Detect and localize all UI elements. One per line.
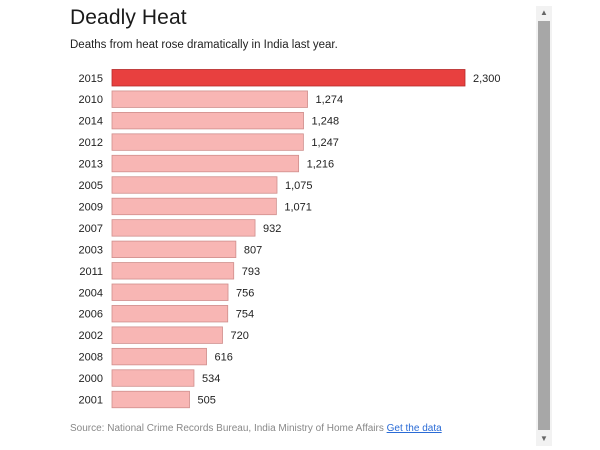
category-label: 2005 xyxy=(79,180,103,192)
bar-2000 xyxy=(111,369,195,387)
bar-2003 xyxy=(111,240,237,259)
bar-2015 xyxy=(111,69,466,87)
vertical-scrollbar[interactable]: ▲ ▼ xyxy=(536,6,552,446)
category-label: 2006 xyxy=(79,309,103,321)
category-label: 2010 xyxy=(79,94,103,106)
bar-2004 xyxy=(111,283,229,301)
value-label: 1,247 xyxy=(311,137,339,149)
bar-2007 xyxy=(111,219,256,237)
bar-2002 xyxy=(111,326,223,344)
bar-2010 xyxy=(111,90,308,108)
category-label: 2000 xyxy=(79,373,103,385)
bar-2014 xyxy=(111,112,304,130)
category-label: 2011 xyxy=(79,266,103,278)
category-label: 2004 xyxy=(79,287,103,299)
scrollbar-thumb[interactable] xyxy=(538,21,550,430)
source-text: Source: National Crime Records Bureau, I… xyxy=(70,423,384,434)
value-label: 2,300 xyxy=(473,73,501,85)
value-label: 807 xyxy=(244,244,262,256)
value-label: 793 xyxy=(242,266,260,278)
chart-title: Deadly Heat xyxy=(70,6,187,29)
value-label: 720 xyxy=(231,330,249,342)
category-label: 2008 xyxy=(79,352,103,364)
value-label: 756 xyxy=(236,287,254,299)
bar-2011 xyxy=(111,262,235,280)
category-label: 2002 xyxy=(79,330,103,342)
value-label: 932 xyxy=(263,223,281,235)
value-label: 1,274 xyxy=(316,94,344,106)
category-label: 2001 xyxy=(79,395,103,407)
bar-2013 xyxy=(111,154,300,173)
bar-2012 xyxy=(111,133,304,151)
source-note: Source: National Crime Records Bureau, I… xyxy=(70,423,442,434)
bar-2009 xyxy=(111,197,277,216)
value-label: 534 xyxy=(202,373,220,385)
value-label: 1,071 xyxy=(284,201,312,213)
bar-2006 xyxy=(111,305,229,323)
category-label: 2007 xyxy=(79,223,103,235)
bar-2005 xyxy=(111,176,278,194)
scroll-down-icon[interactable]: ▼ xyxy=(540,434,548,443)
category-label: 2012 xyxy=(79,137,103,149)
bar-2008 xyxy=(111,347,207,366)
category-label: 2009 xyxy=(79,201,103,213)
category-label: 2003 xyxy=(79,244,103,256)
value-label: 1,216 xyxy=(307,159,335,171)
category-label: 2014 xyxy=(79,116,103,128)
category-label: 2015 xyxy=(79,73,103,85)
value-label: 505 xyxy=(198,395,216,407)
get-the-data-link[interactable]: Get the data xyxy=(386,423,442,434)
bar-2001 xyxy=(111,390,190,409)
value-label: 1,075 xyxy=(285,180,313,192)
value-label: 754 xyxy=(236,309,254,321)
scroll-up-icon[interactable]: ▲ xyxy=(540,8,548,17)
category-label: 2013 xyxy=(79,159,103,171)
value-label: 1,248 xyxy=(312,116,340,128)
chart-subtitle: Deaths from heat rose dramatically in In… xyxy=(70,39,338,51)
value-label: 616 xyxy=(215,352,233,364)
